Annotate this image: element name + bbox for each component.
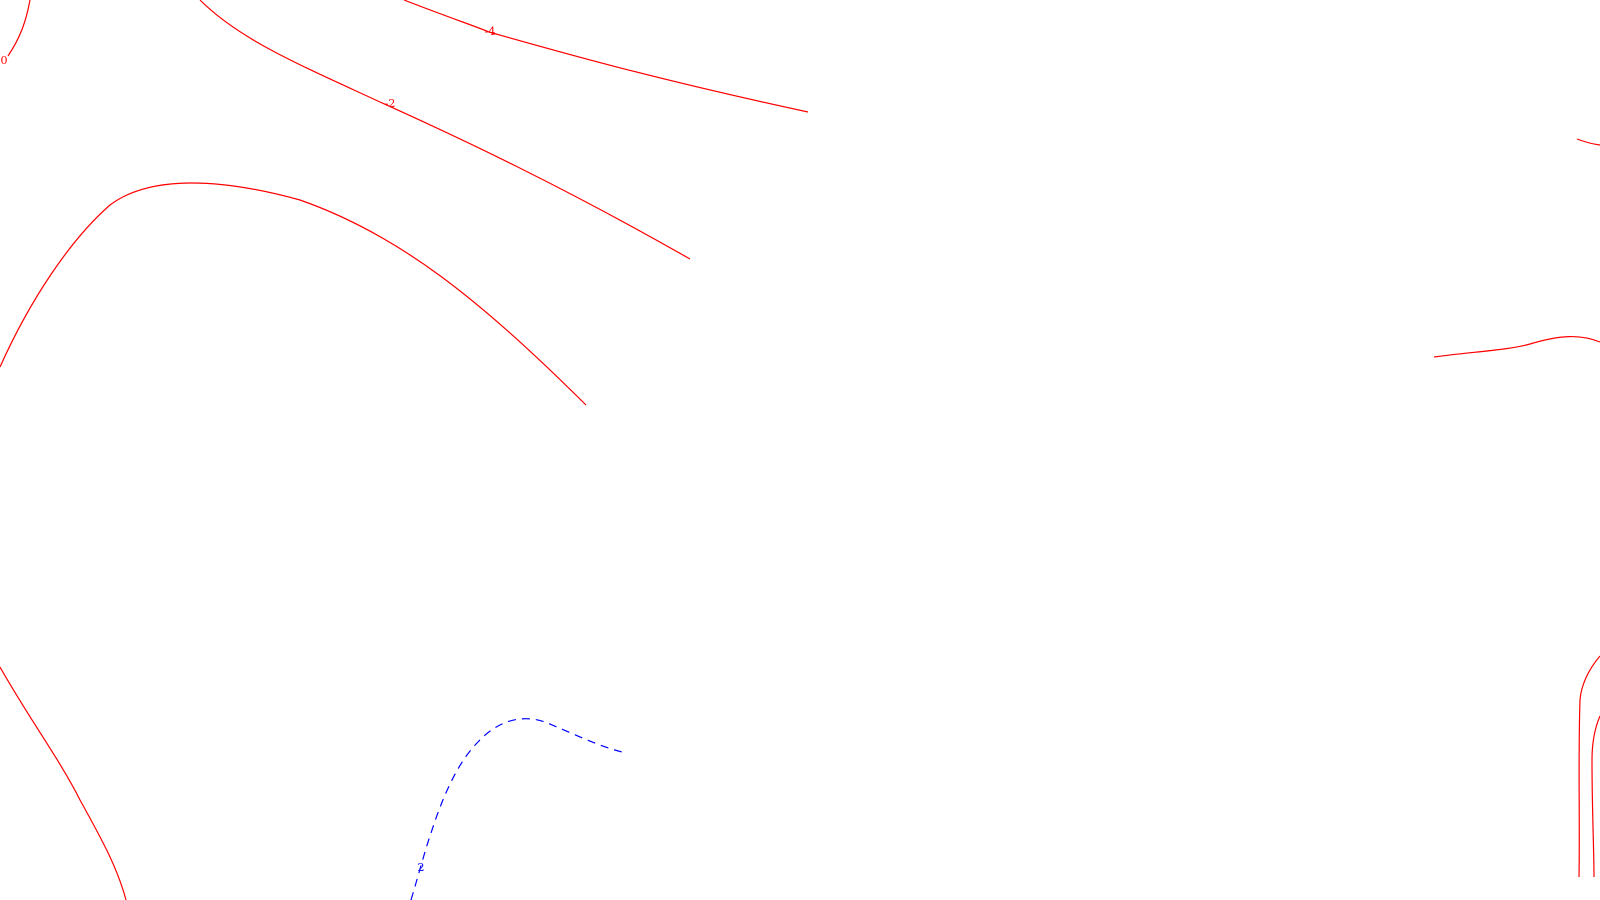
contour-line-lower-left [0,666,127,900]
contour-line-right-bottom-inner [1591,715,1600,878]
contour-line-minus2 [199,0,691,260]
contour-label-zero: 0 [1,54,8,67]
contour-label-minus2: -2 [385,97,396,110]
contour-line-zero-top-left [7,0,31,57]
contour-line-plus2 [410,718,623,900]
contour-line-minus4 [403,0,809,113]
contour-label-minus4: -4 [485,25,496,38]
contour-line-right-bottom-outer [1578,655,1600,878]
contour-line-right-top [1576,138,1600,146]
contour-line-right-mid [1433,335,1600,358]
contour-line-arc-upper-left [0,182,587,406]
contour-label-plus2: 2 [418,861,425,874]
